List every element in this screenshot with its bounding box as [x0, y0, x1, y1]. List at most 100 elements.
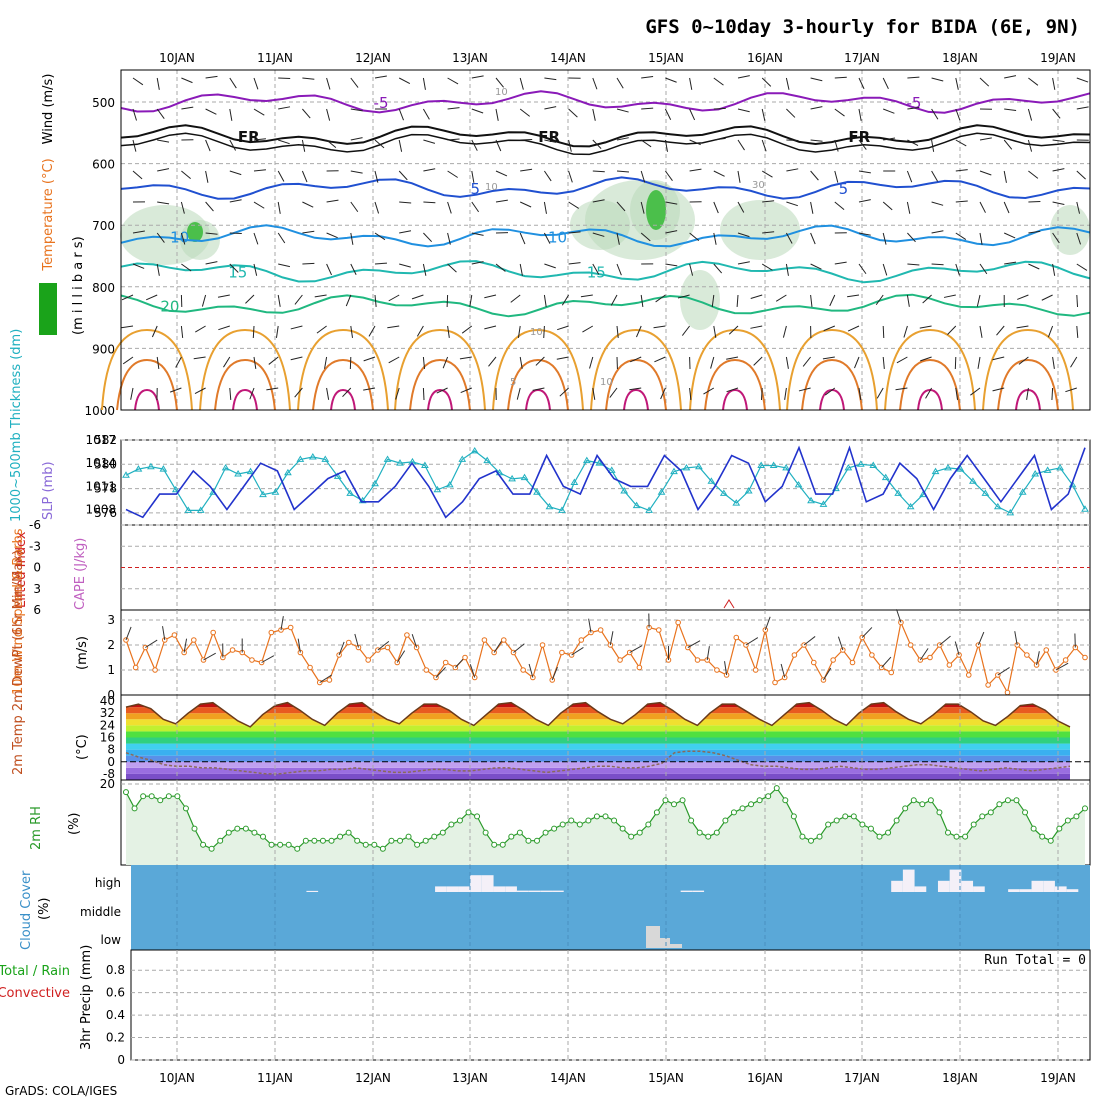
- wind-barb-10m: [528, 663, 534, 678]
- wind-barb: [471, 232, 484, 236]
- wind-barb: [955, 169, 968, 172]
- hot-contour-1: [232, 388, 258, 411]
- wind-barb: [326, 263, 333, 276]
- wind-barb: [689, 387, 692, 400]
- wind-barb: [388, 356, 400, 364]
- wind-barb: [517, 325, 521, 338]
- wind-barb: [294, 294, 303, 305]
- cloud-high-bar: [458, 886, 471, 892]
- wind-barb: [556, 356, 569, 360]
- wind-barb: [388, 294, 400, 302]
- isotherm-label-FR-1: FR: [538, 128, 560, 146]
- wind-barb: [495, 263, 506, 272]
- wind-barb: [442, 356, 449, 369]
- thickness-point: [545, 502, 554, 510]
- wind-barb-10m: [125, 626, 132, 641]
- wind-barb: [784, 387, 787, 400]
- wind-barb: [834, 261, 847, 265]
- wind-barb: [169, 387, 182, 393]
- wind-barb: [903, 325, 908, 338]
- wind-barb-10m: [338, 641, 345, 656]
- wind-barb: [616, 108, 629, 113]
- wind-barb: [277, 232, 286, 244]
- wind-yunit-text: (m/s): [75, 636, 90, 670]
- thickness-point: [969, 477, 977, 484]
- wind-barb: [374, 262, 388, 265]
- precip-ylabel-text: 3hr Precip (mm): [79, 945, 94, 1050]
- rh-point: [465, 809, 472, 816]
- wind-barb: [834, 76, 847, 79]
- wind-barb: [640, 139, 652, 148]
- wind-barb: [1052, 356, 1055, 369]
- isotherm-label-10-0: 10: [170, 228, 189, 246]
- wind-barb: [979, 201, 986, 213]
- wind-barb: [447, 201, 452, 214]
- thickness-frame: [120, 439, 1091, 526]
- wind-speed-point: [229, 647, 236, 653]
- wind-barb: [253, 138, 266, 141]
- wind-barb: [516, 387, 521, 400]
- temp-yunit: (°C): [75, 734, 90, 760]
- wind-barb: [368, 325, 376, 337]
- hot-contour-0: [134, 388, 160, 411]
- wind-barb-10m: [203, 652, 216, 661]
- thickness-point: [632, 501, 641, 509]
- rh-point: [234, 825, 241, 832]
- wind-barb: [544, 263, 556, 269]
- wind-speed-point: [1082, 654, 1088, 661]
- wind-barb: [132, 139, 137, 152]
- wind-barb: [750, 325, 763, 329]
- wind-speed-point: [1062, 657, 1069, 663]
- cloud-high-bar: [973, 886, 985, 892]
- x-tick-bottom-14JAN: 14JAN: [550, 1071, 586, 1085]
- wind-barb: [592, 77, 598, 90]
- thickness-point: [807, 496, 815, 504]
- warm-contour-inner-4: [507, 358, 569, 411]
- cape-ylabel-text: CAPE (J/kg): [73, 538, 88, 610]
- wind-barb: [882, 77, 889, 90]
- wind-barb: [1041, 294, 1053, 301]
- wind-barb: [146, 294, 158, 301]
- wind-barb: [711, 294, 715, 307]
- wind-barb: [399, 263, 411, 268]
- wind-barb: [374, 170, 379, 183]
- wind-barb: [1052, 263, 1056, 276]
- wind-barb: [785, 263, 789, 276]
- wind-barb: [510, 294, 521, 303]
- wind-barb: [947, 325, 957, 335]
- wind-barb: [181, 77, 193, 84]
- wind-barb: [229, 77, 237, 89]
- wind-barb: [992, 356, 1005, 361]
- wind-barb: [495, 170, 508, 177]
- wind-barb: [802, 356, 811, 367]
- thickness-ylabel-text: 1000~500mb Thickness (dm): [9, 329, 24, 522]
- wind-barb: [664, 139, 669, 152]
- wind-speed-point: [471, 674, 478, 681]
- wind-barb: [906, 170, 913, 183]
- thickness-point: [794, 480, 803, 488]
- slp-tick-1014: 1014: [85, 456, 116, 470]
- wind-barb: [737, 201, 745, 213]
- wind-barb: [1004, 75, 1017, 79]
- temp-band-10: [126, 713, 1070, 720]
- wind-barb-10m: [780, 663, 786, 678]
- temp-band-8: [126, 725, 1070, 732]
- thickness-point: [284, 468, 292, 476]
- rh-point: [833, 817, 840, 824]
- slp-tick-1008: 1008: [85, 503, 116, 517]
- temp-band-6: [126, 737, 1070, 744]
- thickness-point: [271, 488, 280, 495]
- wind-barb: [302, 77, 315, 80]
- wind-barb: [194, 387, 206, 395]
- li-tick-6: 6: [33, 603, 41, 617]
- wind-barb: [858, 387, 862, 400]
- wind-speed-point: [597, 627, 604, 633]
- warm-contour-0: [101, 328, 193, 411]
- rh-point: [474, 813, 481, 820]
- temp-tick-40: 40: [100, 694, 115, 708]
- wind-barb: [750, 294, 763, 300]
- rh-point: [662, 797, 669, 804]
- wind-barb: [907, 76, 920, 79]
- warm-contour-6: [689, 328, 781, 411]
- wind-barb: [761, 263, 773, 271]
